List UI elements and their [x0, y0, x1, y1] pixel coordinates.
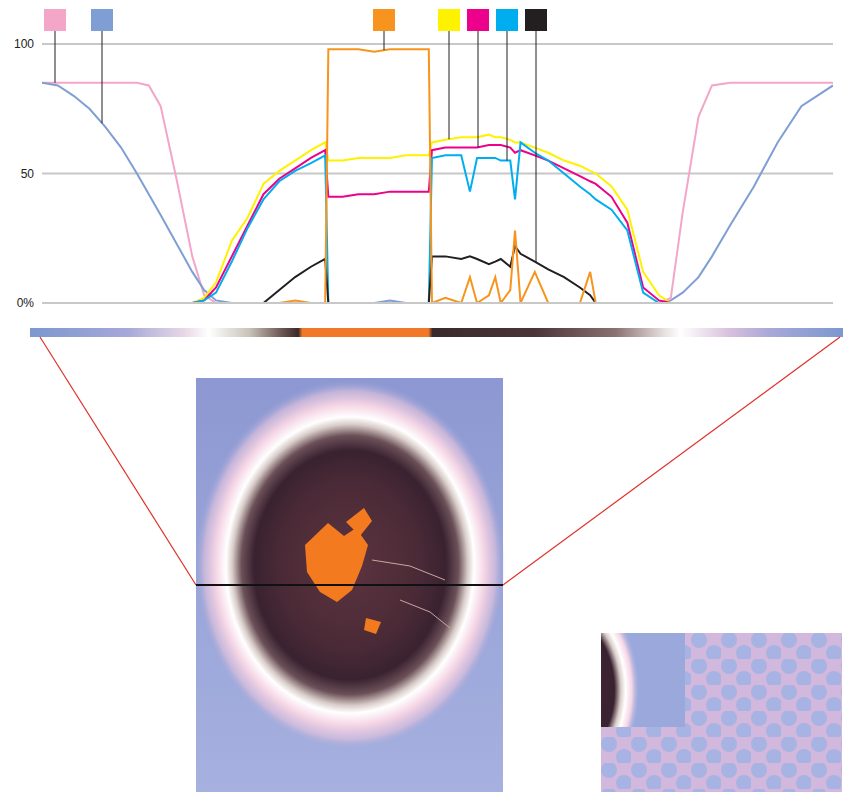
- svg-text:0%: 0%: [17, 296, 35, 310]
- svg-text:50: 50: [21, 167, 35, 181]
- svg-text:100: 100: [14, 37, 34, 51]
